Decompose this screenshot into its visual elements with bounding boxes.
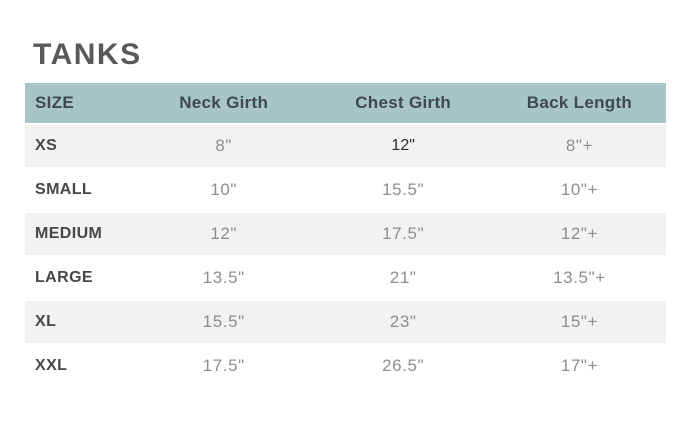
back-length-cell: 12"+: [492, 212, 666, 257]
size-cell: MEDIUM: [25, 212, 134, 257]
column-header-chest-girth: Chest Girth: [313, 83, 493, 125]
chest-girth-cell: 23": [313, 300, 493, 345]
column-header-neck-girth: Neck Girth: [133, 83, 314, 125]
size-cell: SMALL: [25, 168, 134, 213]
size-cell: XXL: [25, 344, 134, 389]
chest-girth-cell: 26.5": [313, 344, 493, 389]
table-row: LARGE 13.5" 21" 13.5"+: [25, 256, 666, 301]
size-cell: XL: [25, 300, 134, 345]
column-header-back-length: Back Length: [492, 83, 666, 125]
table-row: SMALL 10" 15.5" 10"+: [25, 168, 666, 213]
size-cell: LARGE: [25, 256, 134, 301]
back-length-cell: 15"+: [492, 300, 666, 345]
chest-girth-cell: 21": [313, 256, 493, 301]
neck-girth-cell: 13.5": [133, 256, 314, 301]
chest-girth-cell: 15.5": [313, 168, 493, 213]
size-cell: XS: [25, 124, 134, 169]
chest-girth-cell: 12": [313, 124, 493, 169]
back-length-cell: 13.5"+: [492, 256, 666, 301]
column-header-size: SIZE: [25, 83, 134, 125]
size-chart-table: SIZE Neck Girth Chest Girth Back Length …: [25, 83, 666, 389]
neck-girth-cell: 17.5": [133, 344, 314, 389]
neck-girth-cell: 10": [133, 168, 314, 213]
table-header: SIZE Neck Girth Chest Girth Back Length: [25, 83, 666, 125]
back-length-cell: 10"+: [492, 168, 666, 213]
neck-girth-cell: 15.5": [133, 300, 314, 345]
table-row: XXL 17.5" 26.5" 17"+: [25, 344, 666, 389]
chest-girth-cell: 17.5": [313, 212, 493, 257]
back-length-cell: 17"+: [492, 344, 666, 389]
table-row: XL 15.5" 23" 15"+: [25, 300, 666, 345]
neck-girth-cell: 8": [133, 124, 314, 169]
page-title: TANKS: [33, 38, 142, 71]
table-body: XS 8" 12" 8"+ SMALL 10" 15.5" 10"+ MEDIU…: [25, 124, 666, 389]
table-row: MEDIUM 12" 17.5" 12"+: [25, 212, 666, 257]
neck-girth-cell: 12": [133, 212, 314, 257]
back-length-cell: 8"+: [492, 124, 666, 169]
table-row: XS 8" 12" 8"+: [25, 124, 666, 169]
header-row: SIZE Neck Girth Chest Girth Back Length: [25, 83, 666, 125]
